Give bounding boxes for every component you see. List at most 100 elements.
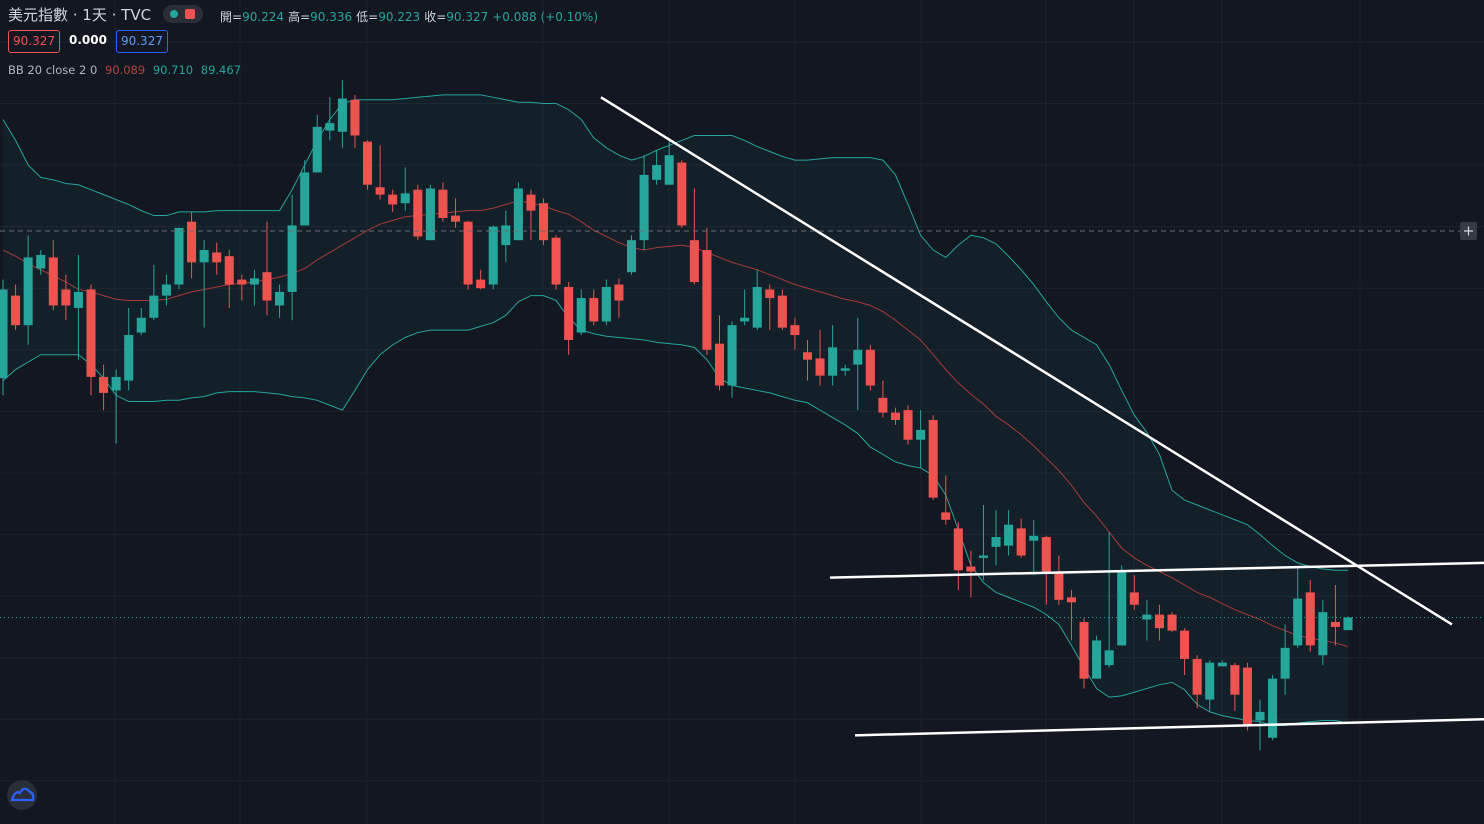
candle-body	[538, 203, 549, 241]
candle-body	[526, 194, 536, 211]
candle-body	[652, 165, 662, 180]
candle-body	[1092, 640, 1102, 679]
candle-body	[350, 99, 360, 136]
symbol-title: 美元指數 · 1天 · TVC	[8, 6, 152, 24]
candle-body	[312, 126, 322, 173]
candle-body	[853, 349, 863, 365]
candle-body	[425, 188, 435, 241]
candle-body	[363, 141, 373, 185]
candle-body	[1142, 614, 1152, 620]
candle-body	[1343, 617, 1353, 631]
candle-body	[61, 289, 71, 306]
candle-body	[488, 226, 498, 285]
candle-body	[1330, 622, 1340, 627]
candle-body	[1242, 667, 1252, 726]
change: +0.088 (+0.10%)	[492, 10, 599, 24]
candle-body	[953, 528, 963, 571]
candle-body	[73, 291, 83, 308]
ohlc-value: 90.327	[446, 10, 489, 24]
candle-body	[337, 98, 347, 132]
candle-body	[966, 566, 976, 572]
ohlc-value: 90.336	[310, 10, 353, 24]
candle-body	[1280, 647, 1290, 679]
ohlc-label: 開=	[220, 10, 243, 24]
candle-body	[702, 250, 712, 350]
toggle-square	[185, 9, 195, 19]
candle-body	[1217, 662, 1227, 667]
candle-body	[1104, 650, 1114, 666]
candle-body	[287, 225, 297, 292]
candle-body	[614, 284, 624, 301]
candle-body	[865, 349, 875, 386]
add-icon	[1464, 226, 1473, 236]
candle-body	[124, 335, 134, 381]
candle-body	[740, 317, 750, 322]
candle-body	[677, 162, 687, 226]
candle-body	[878, 397, 888, 413]
band-line	[2, 295, 1349, 726]
candle-body	[727, 325, 737, 386]
ohlc-label: 低=	[356, 10, 379, 24]
candle-body	[224, 256, 234, 285]
candle-body	[689, 240, 699, 283]
candle-body	[802, 352, 813, 360]
candle-body	[501, 225, 511, 246]
indicator-label: BB 20 close 2 0	[8, 63, 98, 77]
candle-body	[187, 221, 197, 263]
candle-body	[513, 188, 523, 241]
indicator-value: 90.089	[104, 63, 146, 77]
candle-body	[476, 279, 486, 289]
candle-body	[212, 252, 222, 263]
candle-body	[1041, 537, 1051, 572]
candle-body	[1154, 614, 1164, 629]
candle-body	[890, 412, 901, 421]
toggle[interactable]	[163, 5, 203, 23]
toggle-dot	[170, 10, 178, 18]
trend-line	[829, 561, 1484, 579]
candle-body	[1066, 597, 1076, 603]
ohlc-value: 90.224	[242, 10, 285, 24]
price-boxes: 90.327 0.000 90.327	[8, 30, 168, 53]
candle-body	[1016, 528, 1026, 556]
candle-body	[903, 410, 913, 440]
vertical-grid	[114, 0, 1361, 824]
candle-body	[23, 257, 33, 326]
candle-body	[48, 257, 58, 306]
ohlc-label: 高=	[288, 10, 311, 24]
candle-body	[1004, 524, 1014, 546]
candle-body	[388, 194, 398, 205]
candle-body	[300, 172, 310, 226]
candle-body	[840, 368, 850, 371]
bid-box: 90.327	[8, 30, 60, 53]
candle-body	[1318, 612, 1328, 656]
candle-body	[1054, 571, 1064, 600]
candle-body	[589, 298, 599, 322]
candle-body	[790, 325, 800, 336]
candle-body	[275, 291, 285, 306]
trend-line	[854, 718, 1484, 737]
candle-body	[413, 189, 423, 237]
candle-body	[1255, 711, 1265, 721]
candle-body	[111, 376, 121, 391]
candle-body	[1079, 622, 1089, 679]
indicator-value: 89.467	[200, 63, 242, 77]
candle-body	[1268, 678, 1278, 738]
band-fill	[3, 94, 1348, 726]
candle-body	[11, 295, 21, 326]
candle-body	[149, 295, 159, 318]
candle-body	[86, 289, 96, 377]
candle-body	[36, 254, 46, 269]
candle-body	[1230, 665, 1240, 695]
candle-body	[99, 376, 109, 393]
candle-body	[1117, 570, 1127, 646]
candle-body	[463, 221, 473, 285]
logo-icon	[10, 787, 35, 802]
candle-body	[991, 537, 1001, 547]
logo[interactable]	[7, 780, 37, 810]
spread-box: 0.000	[69, 33, 107, 47]
candle-body	[1205, 662, 1215, 700]
candle-body	[1305, 592, 1315, 646]
candle-body	[325, 123, 335, 131]
